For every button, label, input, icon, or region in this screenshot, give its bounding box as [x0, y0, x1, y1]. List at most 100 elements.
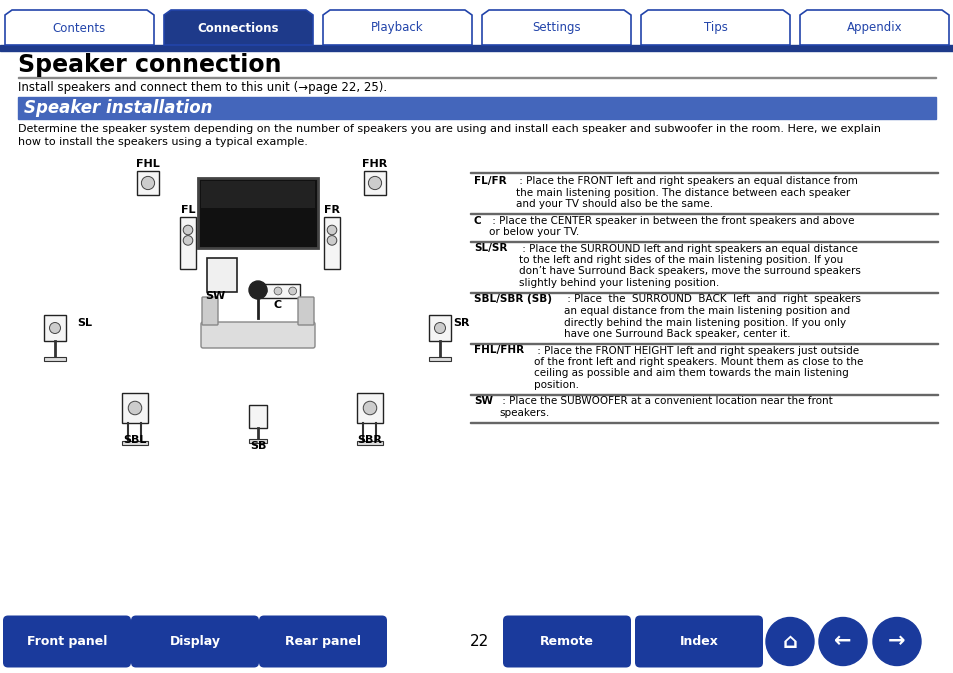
Circle shape: [327, 225, 336, 235]
Text: FHL: FHL: [136, 159, 160, 169]
Text: don’t have Surround Back speakers, move the surround speakers: don’t have Surround Back speakers, move …: [518, 267, 860, 277]
Text: : Place the SUBWOOFER at a convenient location near the front: : Place the SUBWOOFER at a convenient lo…: [498, 396, 832, 406]
Text: Tips: Tips: [702, 22, 727, 34]
Text: FHR: FHR: [362, 159, 387, 169]
Polygon shape: [800, 10, 948, 45]
FancyBboxPatch shape: [3, 616, 131, 668]
Circle shape: [363, 401, 376, 415]
Circle shape: [259, 287, 267, 295]
Bar: [324, 217, 339, 269]
Text: ceiling as possible and aim them towards the main listening: ceiling as possible and aim them towards…: [534, 369, 848, 378]
Text: SL/SR: SL/SR: [474, 244, 507, 254]
Bar: [0, 45, 953, 51]
Text: →: →: [887, 631, 904, 651]
Text: Connections: Connections: [197, 22, 279, 34]
Circle shape: [50, 322, 60, 334]
Circle shape: [183, 225, 193, 235]
FancyBboxPatch shape: [131, 616, 258, 668]
Bar: [429, 357, 451, 361]
Text: SBL/SBR (SB): SBL/SBR (SB): [474, 295, 552, 304]
Bar: [201, 181, 314, 208]
Text: directly behind the main listening position. If you only: directly behind the main listening posit…: [563, 318, 845, 328]
Text: Rear panel: Rear panel: [285, 635, 360, 648]
Text: 22: 22: [470, 634, 489, 649]
Text: slightly behind your listening position.: slightly behind your listening position.: [518, 278, 719, 288]
Circle shape: [289, 287, 296, 295]
Circle shape: [818, 618, 866, 666]
Bar: [122, 441, 148, 445]
Bar: [207, 258, 236, 292]
Bar: [470, 241, 937, 242]
Text: FL: FL: [180, 205, 195, 215]
Bar: [255, 284, 299, 298]
Text: SL: SL: [77, 318, 91, 328]
Polygon shape: [323, 10, 472, 45]
Text: : Place  the  SURROUND  BACK  left  and  right  speakers: : Place the SURROUND BACK left and right…: [563, 295, 861, 304]
Text: how to install the speakers using a typical example.: how to install the speakers using a typi…: [18, 137, 308, 147]
Text: Front panel: Front panel: [27, 635, 107, 648]
Polygon shape: [5, 10, 153, 45]
Bar: [180, 217, 195, 269]
Circle shape: [274, 287, 282, 295]
Text: ←: ←: [833, 631, 851, 651]
Text: : Place the SURROUND left and right speakers an equal distance: : Place the SURROUND left and right spea…: [518, 244, 857, 254]
Circle shape: [141, 176, 154, 190]
Text: FL/FR: FL/FR: [474, 176, 506, 186]
Text: FR: FR: [324, 205, 339, 215]
Text: SW: SW: [474, 396, 493, 406]
Bar: [18, 77, 935, 78]
Text: : Place the FRONT HEIGHT left and right speakers just outside: : Place the FRONT HEIGHT left and right …: [534, 345, 859, 355]
Bar: [429, 315, 451, 341]
Bar: [470, 292, 937, 293]
Text: C: C: [474, 215, 481, 225]
FancyBboxPatch shape: [258, 616, 387, 668]
Circle shape: [368, 176, 381, 190]
Polygon shape: [164, 10, 313, 45]
Bar: [356, 441, 382, 445]
Text: Display: Display: [170, 635, 220, 648]
Text: Speaker installation: Speaker installation: [24, 99, 213, 117]
Text: Remote: Remote: [539, 635, 594, 648]
Text: : Place the CENTER speaker in between the front speakers and above: : Place the CENTER speaker in between th…: [489, 215, 854, 225]
Circle shape: [327, 236, 336, 245]
Bar: [18, 97, 935, 119]
Text: Settings: Settings: [532, 22, 580, 34]
Circle shape: [249, 281, 267, 299]
FancyBboxPatch shape: [502, 616, 630, 668]
Bar: [198, 178, 317, 248]
Text: speakers.: speakers.: [498, 408, 549, 418]
Polygon shape: [481, 10, 630, 45]
FancyBboxPatch shape: [201, 322, 314, 348]
Text: an equal distance from the main listening position and: an equal distance from the main listenin…: [563, 306, 849, 316]
FancyBboxPatch shape: [635, 616, 762, 668]
Text: FHL/FHR: FHL/FHR: [474, 345, 523, 355]
Bar: [470, 172, 937, 173]
Text: or below your TV.: or below your TV.: [489, 227, 578, 237]
Text: Install speakers and connect them to this unit (→page 22, 25).: Install speakers and connect them to thi…: [18, 81, 387, 94]
Text: ⌂: ⌂: [781, 631, 797, 651]
Text: Index: Index: [679, 635, 718, 648]
Bar: [249, 439, 267, 444]
Text: Speaker connection: Speaker connection: [18, 53, 281, 77]
Text: SB: SB: [250, 441, 266, 451]
Circle shape: [183, 236, 193, 245]
Text: position.: position.: [534, 380, 578, 390]
Circle shape: [128, 401, 142, 415]
Text: have one Surround Back speaker, center it.: have one Surround Back speaker, center i…: [563, 329, 790, 339]
Bar: [356, 393, 382, 423]
Circle shape: [872, 618, 920, 666]
Bar: [470, 422, 937, 423]
Text: the main listening position. The distance between each speaker: the main listening position. The distanc…: [516, 188, 849, 197]
Text: to the left and right sides of the main listening position. If you: to the left and right sides of the main …: [518, 255, 842, 265]
Text: SR: SR: [453, 318, 469, 328]
FancyBboxPatch shape: [297, 297, 314, 325]
Text: SBL: SBL: [123, 435, 147, 445]
Bar: [137, 171, 159, 195]
Circle shape: [434, 322, 445, 334]
Bar: [122, 393, 148, 423]
Text: and your TV should also be the same.: and your TV should also be the same.: [516, 199, 713, 209]
Text: SBR: SBR: [357, 435, 382, 445]
Bar: [44, 315, 66, 341]
Polygon shape: [640, 10, 789, 45]
Text: : Place the FRONT left and right speakers an equal distance from: : Place the FRONT left and right speaker…: [516, 176, 857, 186]
